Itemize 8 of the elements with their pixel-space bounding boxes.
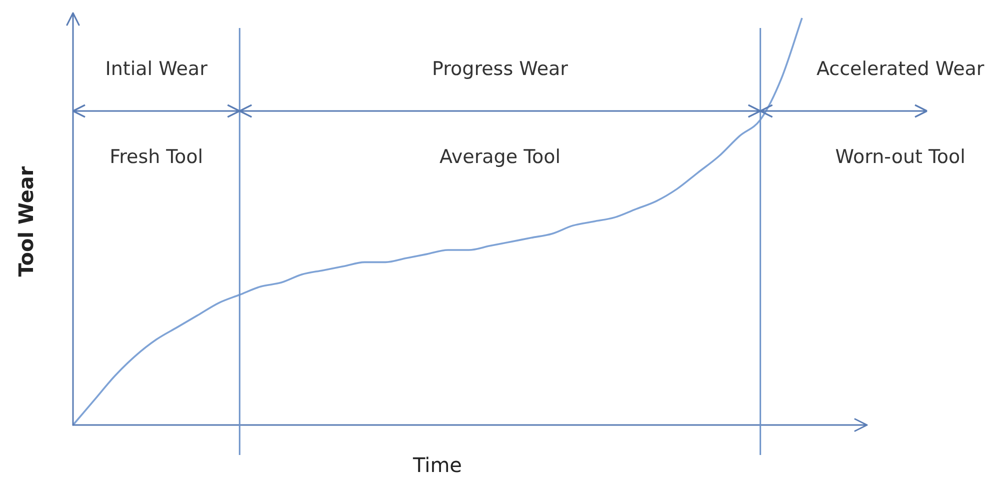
annotation: Average Tool <box>440 146 560 168</box>
annotation: Fresh Tool <box>110 146 204 168</box>
y-axis-title: Tool Wear <box>14 166 38 277</box>
annotation: Intial Wear <box>105 58 208 80</box>
x-axis-title: Time <box>412 453 462 478</box>
text: Accelerated Wear <box>816 58 984 80</box>
text: Worn-out Tool <box>835 146 966 168</box>
annotation: Progress Wear <box>432 58 568 80</box>
